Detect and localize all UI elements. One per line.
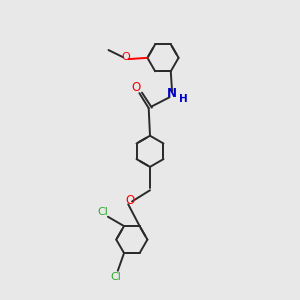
Text: O: O — [125, 194, 134, 207]
Text: O: O — [122, 52, 130, 61]
Text: H: H — [178, 94, 188, 104]
Text: N: N — [167, 87, 177, 100]
Text: Cl: Cl — [111, 272, 122, 282]
Text: Cl: Cl — [98, 207, 109, 217]
Text: O: O — [132, 81, 141, 94]
